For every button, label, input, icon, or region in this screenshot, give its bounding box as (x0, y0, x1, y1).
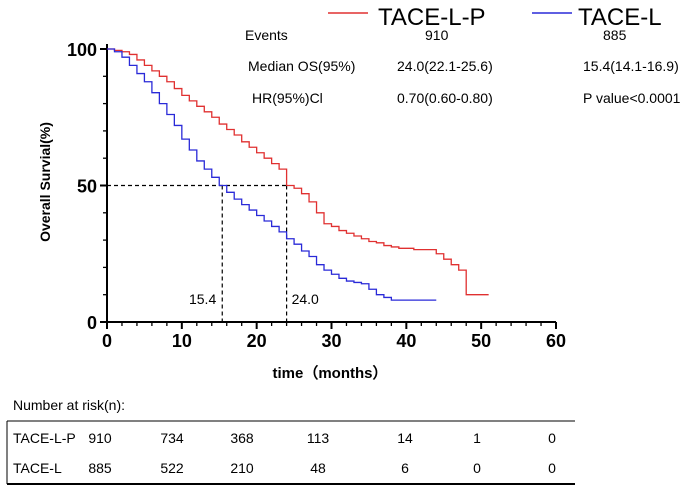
median-label: 24.0 (292, 291, 319, 307)
x-tick-label: 30 (321, 331, 341, 351)
median-tace-l-p: 24.0(22.1-25.6) (397, 58, 493, 74)
risk-cell: 113 (307, 430, 330, 446)
x-tick-label: 50 (471, 331, 491, 351)
series-line-tace-l (107, 48, 437, 301)
median-reference-lines: 15.4 24.0 (107, 184, 319, 322)
risk-cell: 910 (88, 430, 112, 446)
x-tick-label: 10 (172, 331, 192, 351)
risk-cell: 885 (88, 460, 112, 476)
risk-cell: 14 (397, 430, 413, 446)
legend-label-tace-l-p: TACE-L-P (378, 4, 486, 31)
risk-cell: 210 (230, 460, 254, 476)
survival-curves (107, 48, 489, 301)
y-tick-label: 50 (77, 177, 97, 197)
events-tace-l-p: 910 (425, 27, 449, 43)
y-axis-title: Overall Survial(%) (37, 122, 53, 242)
risk-cell: 368 (230, 430, 254, 446)
axes: 0 10 20 30 40 50 60 0 50 100 time（months） Overal… (37, 40, 566, 382)
x-tick-label: 0 (102, 331, 112, 351)
hr-label: HR(95%)Cl (252, 90, 323, 106)
risk-cell: 6 (401, 460, 409, 476)
risk-table-rows: TACE-L-P 910 734 368 113 14 1 0 TACE-L 885 522 210 4… (13, 430, 556, 476)
median-tace-l: 15.4(14.1-16.9) (583, 58, 679, 74)
p-value: P value<0.0001 (583, 90, 681, 106)
legend-label-tace-l: TACE-L (578, 4, 662, 31)
x-tick-label: 60 (546, 331, 566, 351)
x-ticks: 0 10 20 30 40 50 60 (102, 322, 566, 351)
median-label: 15.4 (189, 291, 216, 307)
risk-table-title: Number at risk(n): (13, 397, 125, 413)
risk-table: Number at risk(n): TACE-L-P 910 734 368 113 1… (6, 397, 575, 485)
risk-cell: 48 (310, 460, 326, 476)
events-tace-l: 885 (603, 27, 627, 43)
risk-cell: 1 (473, 430, 481, 446)
risk-cell: 0 (548, 430, 556, 446)
risk-cell: 0 (473, 460, 481, 476)
x-axis-title: time（months） (272, 364, 387, 382)
series-line-tace-l-p (107, 48, 489, 296)
median-label: Median OS(95%) (248, 58, 355, 74)
y-ticks: 0 50 100 (67, 40, 107, 333)
x-tick-label: 20 (247, 331, 267, 351)
legend: TACE-L-P TACE-L (328, 4, 662, 31)
stats-panel: Events 910 885 Median OS(95%) 24.0(22.1-… (245, 27, 681, 106)
risk-row-name: TACE-L (13, 460, 62, 476)
x-tick-label: 40 (396, 331, 416, 351)
y-tick-label: 100 (67, 40, 97, 60)
hr-value: 0.70(0.60-0.80) (397, 90, 493, 106)
risk-row-name: TACE-L-P (13, 430, 76, 446)
risk-cell: 522 (160, 460, 184, 476)
y-tick-label: 0 (87, 313, 97, 333)
events-label: Events (245, 27, 288, 43)
risk-cell: 734 (160, 430, 184, 446)
risk-cell: 0 (548, 460, 556, 476)
